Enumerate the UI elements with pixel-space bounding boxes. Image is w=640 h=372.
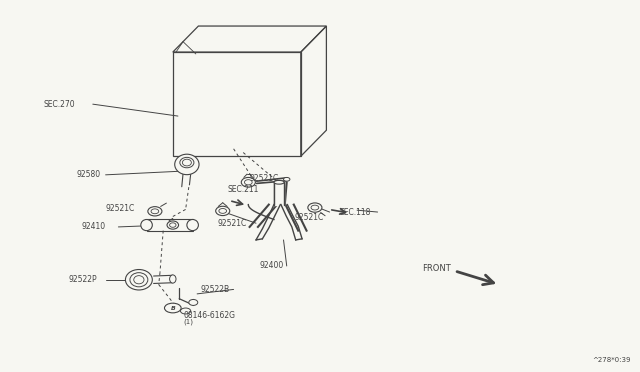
Ellipse shape — [187, 219, 198, 231]
Circle shape — [164, 303, 181, 313]
Text: 92521C: 92521C — [250, 174, 279, 183]
Ellipse shape — [284, 177, 290, 181]
Text: 92400: 92400 — [259, 262, 284, 270]
Text: 92522B: 92522B — [200, 285, 230, 294]
Text: FRONT: FRONT — [422, 264, 451, 273]
Text: SEC.270: SEC.270 — [44, 100, 75, 109]
Ellipse shape — [148, 206, 162, 216]
Text: 92522P: 92522P — [68, 275, 97, 284]
Polygon shape — [147, 219, 193, 231]
Text: (1): (1) — [184, 318, 194, 325]
Text: B: B — [170, 305, 175, 311]
Text: 92521C: 92521C — [294, 213, 324, 222]
Circle shape — [180, 308, 191, 314]
Ellipse shape — [141, 219, 152, 231]
Ellipse shape — [170, 275, 176, 283]
Text: SEC.118: SEC.118 — [339, 208, 371, 217]
Text: 92521C: 92521C — [218, 219, 247, 228]
Text: ^278*0:39: ^278*0:39 — [592, 357, 630, 363]
Ellipse shape — [167, 221, 179, 229]
Ellipse shape — [125, 269, 152, 290]
Text: 92410: 92410 — [82, 222, 106, 231]
Text: 08146-6162G: 08146-6162G — [183, 311, 235, 320]
Ellipse shape — [189, 299, 198, 305]
Ellipse shape — [216, 206, 230, 216]
Ellipse shape — [308, 203, 322, 212]
Text: 92580: 92580 — [77, 170, 101, 179]
Ellipse shape — [241, 177, 255, 187]
Ellipse shape — [175, 154, 199, 174]
Text: 92521C: 92521C — [106, 204, 135, 213]
Ellipse shape — [274, 180, 284, 184]
Text: SEC.211: SEC.211 — [227, 185, 259, 194]
